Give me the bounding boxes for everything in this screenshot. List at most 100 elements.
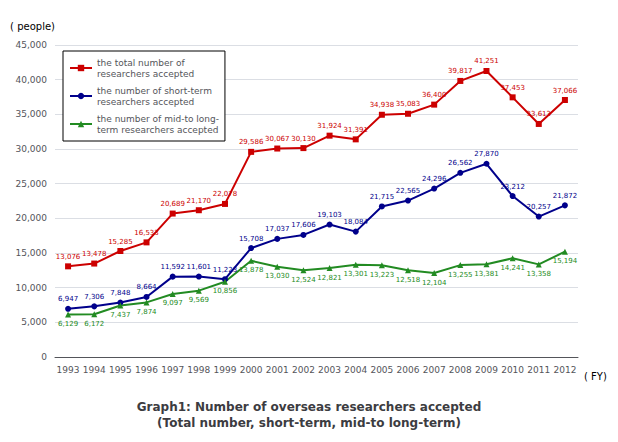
svg-text:41,251: 41,251 <box>474 57 499 65</box>
svg-text:26,562: 26,562 <box>448 159 473 167</box>
svg-text:17,606: 17,606 <box>291 221 316 229</box>
svg-text:33,613: 33,613 <box>527 110 552 118</box>
svg-text:30,130: 30,130 <box>291 135 316 143</box>
svg-text:10,000: 10,000 <box>16 283 48 293</box>
svg-text:15,000: 15,000 <box>16 248 48 258</box>
svg-text:1999: 1999 <box>214 365 237 375</box>
svg-text:1993: 1993 <box>57 365 80 375</box>
svg-text:1994: 1994 <box>83 365 106 375</box>
svg-text:2010: 2010 <box>501 365 524 375</box>
svg-text:11,601: 11,601 <box>187 263 212 271</box>
svg-text:18,084: 18,084 <box>343 218 368 226</box>
svg-text:39,817: 39,817 <box>448 67 473 75</box>
svg-text:13,478: 13,478 <box>82 250 107 258</box>
svg-text:12,104: 12,104 <box>422 279 447 287</box>
svg-text:15,194: 15,194 <box>553 257 578 265</box>
svg-text:the number of short-term: the number of short-term <box>97 86 212 96</box>
svg-text:2003: 2003 <box>318 365 341 375</box>
svg-text:17,037: 17,037 <box>265 225 290 233</box>
svg-text:35,083: 35,083 <box>396 100 421 108</box>
svg-text:13,381: 13,381 <box>474 270 499 278</box>
svg-text:22,565: 22,565 <box>396 187 421 195</box>
svg-text:1998: 1998 <box>187 365 210 375</box>
svg-text:2002: 2002 <box>292 365 315 375</box>
svg-text:27,870: 27,870 <box>474 150 499 158</box>
svg-text:15,285: 15,285 <box>108 238 133 246</box>
svg-text:20,257: 20,257 <box>527 203 552 211</box>
svg-text:7,874: 7,874 <box>137 308 158 316</box>
svg-text:2008: 2008 <box>449 365 472 375</box>
svg-text:45,000: 45,000 <box>16 40 48 50</box>
svg-text:term researchers accepted: term researchers accepted <box>97 125 218 135</box>
svg-text:0: 0 <box>41 352 47 362</box>
svg-text:8,664: 8,664 <box>137 283 158 291</box>
svg-text:( people): ( people) <box>10 21 55 32</box>
svg-text:6,129: 6,129 <box>58 320 78 328</box>
svg-text:2011: 2011 <box>527 365 550 375</box>
svg-text:7,306: 7,306 <box>84 293 105 301</box>
svg-text:37,453: 37,453 <box>500 84 525 92</box>
svg-text:21,872: 21,872 <box>553 192 578 200</box>
svg-text:researchers accepted: researchers accepted <box>97 97 194 107</box>
svg-text:2007: 2007 <box>423 365 446 375</box>
svg-text:2001: 2001 <box>266 365 289 375</box>
svg-text:the number of mid-to long-: the number of mid-to long- <box>97 114 219 124</box>
svg-text:1995: 1995 <box>109 365 132 375</box>
svg-text:30,067: 30,067 <box>265 135 290 143</box>
svg-text:7,848: 7,848 <box>110 289 130 297</box>
svg-text:13,301: 13,301 <box>343 270 368 278</box>
svg-text:15,708: 15,708 <box>239 235 264 243</box>
svg-text:2012: 2012 <box>553 365 576 375</box>
svg-text:13,255: 13,255 <box>448 271 473 279</box>
svg-text:13,030: 13,030 <box>265 272 290 280</box>
svg-text:2000: 2000 <box>240 365 263 375</box>
svg-text:Graph1: Number of overseas res: Graph1: Number of overseas researchers a… <box>137 400 482 414</box>
svg-text:34,938: 34,938 <box>370 101 395 109</box>
svg-text:10,856: 10,856 <box>213 287 238 295</box>
svg-text:14,241: 14,241 <box>500 264 525 272</box>
svg-text:19,103: 19,103 <box>317 211 342 219</box>
svg-text:9,097: 9,097 <box>163 299 183 307</box>
svg-text:11,223: 11,223 <box>213 266 238 274</box>
svg-text:12,518: 12,518 <box>396 276 421 284</box>
svg-text:22,078: 22,078 <box>213 190 238 198</box>
svg-text:6,947: 6,947 <box>58 295 78 303</box>
svg-text:23,212: 23,212 <box>500 183 525 191</box>
svg-text:37,066: 37,066 <box>553 87 578 95</box>
svg-text:31,391: 31,391 <box>343 126 368 134</box>
svg-text:12,821: 12,821 <box>317 274 342 282</box>
svg-text:9,569: 9,569 <box>189 296 209 304</box>
svg-text:16,533: 16,533 <box>134 229 159 237</box>
svg-text:2004: 2004 <box>344 365 367 375</box>
svg-text:21,715: 21,715 <box>370 193 395 201</box>
svg-text:( FY): ( FY) <box>584 371 607 382</box>
svg-text:2009: 2009 <box>475 365 498 375</box>
svg-text:6,172: 6,172 <box>84 320 104 328</box>
svg-text:29,586: 29,586 <box>239 138 264 146</box>
svg-text:1997: 1997 <box>161 365 184 375</box>
svg-text:24,296: 24,296 <box>422 175 447 183</box>
svg-text:11,592: 11,592 <box>160 263 185 271</box>
svg-text:25,000: 25,000 <box>16 179 48 189</box>
svg-text:21,170: 21,170 <box>187 197 212 205</box>
svg-text:36,400: 36,400 <box>422 91 447 99</box>
svg-text:1996: 1996 <box>135 365 158 375</box>
svg-text:35,000: 35,000 <box>16 109 48 119</box>
svg-text:2005: 2005 <box>370 365 393 375</box>
svg-text:7,437: 7,437 <box>110 311 130 319</box>
svg-text:(Total number, short-term, mid: (Total number, short-term, mid-to long-t… <box>157 416 461 430</box>
svg-text:13,358: 13,358 <box>527 270 552 278</box>
svg-text:2006: 2006 <box>397 365 420 375</box>
svg-text:13,223: 13,223 <box>370 271 395 279</box>
svg-text:the total number of: the total number of <box>97 58 186 68</box>
svg-text:31,924: 31,924 <box>317 122 342 130</box>
svg-text:13,076: 13,076 <box>56 253 81 261</box>
svg-text:20,000: 20,000 <box>16 213 48 223</box>
svg-text:5,000: 5,000 <box>21 317 47 327</box>
svg-text:20,689: 20,689 <box>160 200 185 208</box>
svg-text:30,000: 30,000 <box>16 144 48 154</box>
svg-text:12,524: 12,524 <box>291 276 316 284</box>
svg-text:researchers accepted: researchers accepted <box>97 69 194 79</box>
svg-text:40,000: 40,000 <box>16 75 48 85</box>
svg-text:13,878: 13,878 <box>239 266 264 274</box>
